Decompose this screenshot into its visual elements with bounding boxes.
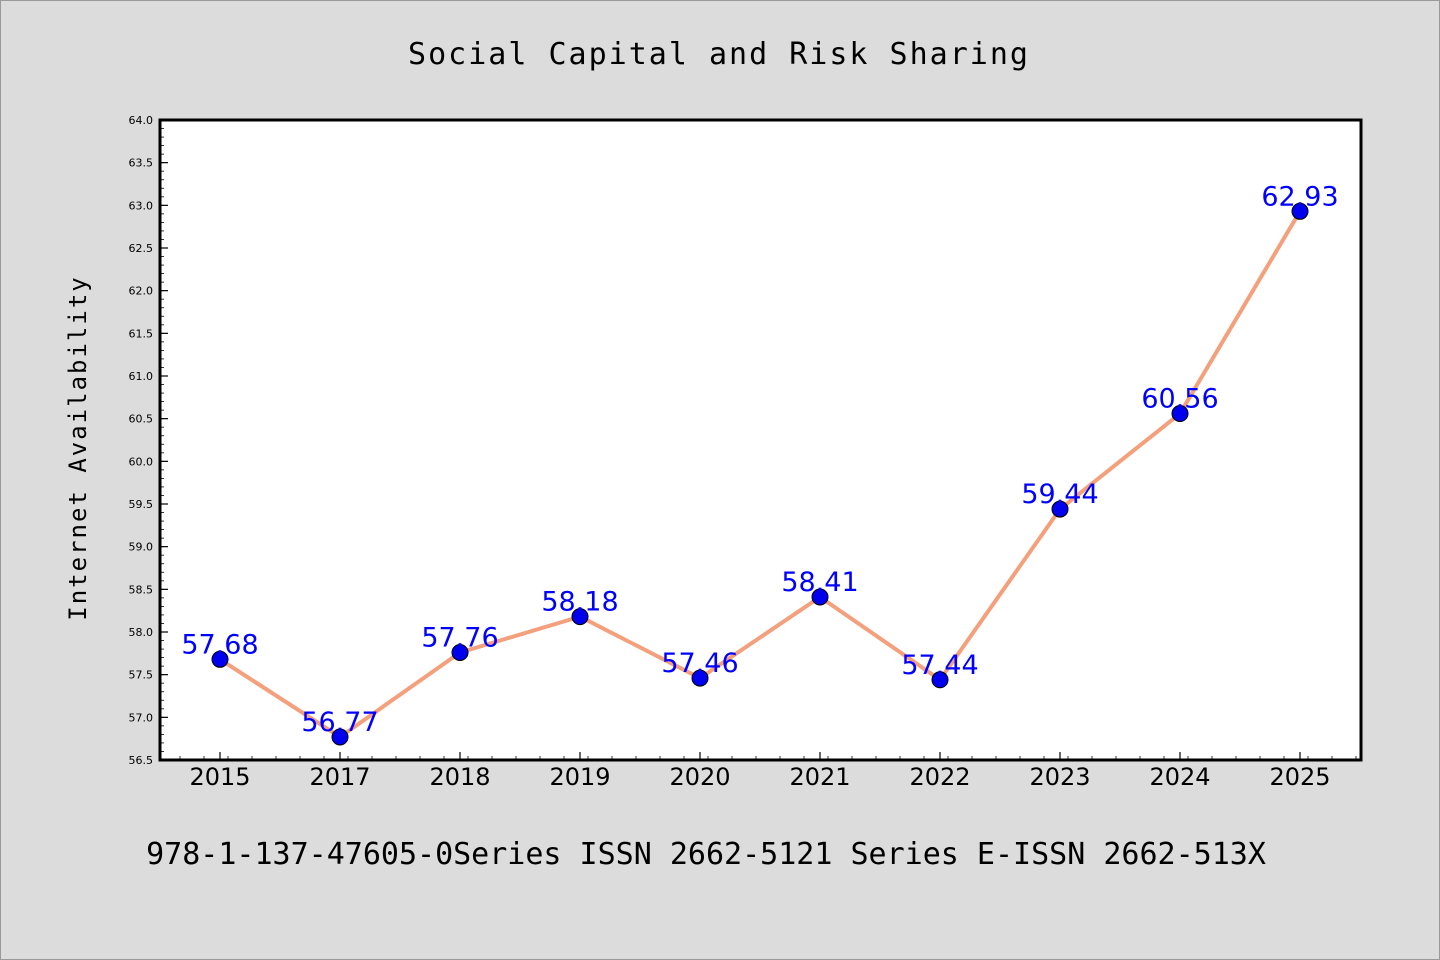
data-label: 57.44: [901, 650, 978, 681]
data-point: [331, 728, 349, 746]
data-point: [1291, 202, 1309, 220]
x-tick-label: 2025: [1269, 763, 1330, 791]
x-tick-label: 2017: [309, 763, 370, 791]
y-axis-label: Internet Availability: [64, 275, 92, 620]
y-tick-label: 61.0: [129, 370, 154, 383]
y-tick-label: 59.5: [129, 498, 154, 511]
x-tick-label: 2022: [909, 763, 970, 791]
plot-border: [158, 118, 1363, 762]
data-point: [211, 650, 229, 668]
y-tick-label: 63.5: [129, 157, 154, 170]
y-tick-label: 63.0: [129, 199, 154, 212]
y-tick-label: 60.0: [129, 455, 154, 468]
y-tick-label: 57.5: [129, 669, 154, 682]
y-tick-label: 57.0: [129, 711, 154, 724]
x-tick-label: 2024: [1149, 763, 1210, 791]
footer-text: 978-1-137-47605-0Series ISSN 2662-5121 S…: [146, 837, 1266, 872]
data-point: [691, 669, 709, 687]
data-point: [571, 608, 589, 626]
x-axis: 2015 2017 2018 2019 2020 2021 2022 2023 2024 2025: [179, 752, 1357, 791]
data-label: 62.93: [1261, 181, 1338, 212]
chart-title: Social Capital and Risk Sharing: [408, 37, 1030, 72]
plot-area: [160, 120, 1361, 760]
series-line: [218, 209, 1302, 739]
data-point: [931, 671, 949, 689]
y-tick-label: 58.0: [129, 626, 154, 639]
y-tick-label: 61.5: [129, 327, 154, 340]
x-tick-label: 2015: [189, 763, 250, 791]
data-label: 58.41: [781, 567, 858, 598]
data-label: 60.56: [1141, 384, 1218, 415]
data-label: 56.77: [301, 707, 378, 738]
x-tick-label: 2020: [669, 763, 730, 791]
data-label: 57.76: [421, 622, 498, 653]
data-label: 57.68: [181, 629, 258, 660]
data-point: [1051, 500, 1069, 518]
data-point: [811, 588, 829, 606]
y-tick-label: 62.5: [129, 242, 154, 255]
y-tick-label: 62.0: [129, 285, 154, 298]
data-label: 58.18: [541, 587, 618, 618]
x-tick-label: 2019: [549, 763, 610, 791]
data-label: 59.44: [1021, 479, 1098, 510]
y-tick-label: 58.5: [129, 583, 154, 596]
x-tick-label: 2021: [789, 763, 850, 791]
series-group: 57.68 56.77 57.76 58.18 57.46 58.41 57.44 59.44…: [181, 181, 1339, 746]
y-tick-label: 64.0: [129, 114, 154, 127]
y-tick-label: 60.5: [129, 413, 154, 426]
data-point: [1171, 405, 1189, 423]
x-tick-label: 2023: [1029, 763, 1090, 791]
y-tick-label: 59.0: [129, 541, 154, 554]
x-tick-label: 2018: [429, 763, 490, 791]
data-label: 57.46: [661, 648, 738, 679]
y-tick-label: 56.5: [129, 754, 154, 767]
data-point: [451, 643, 469, 661]
